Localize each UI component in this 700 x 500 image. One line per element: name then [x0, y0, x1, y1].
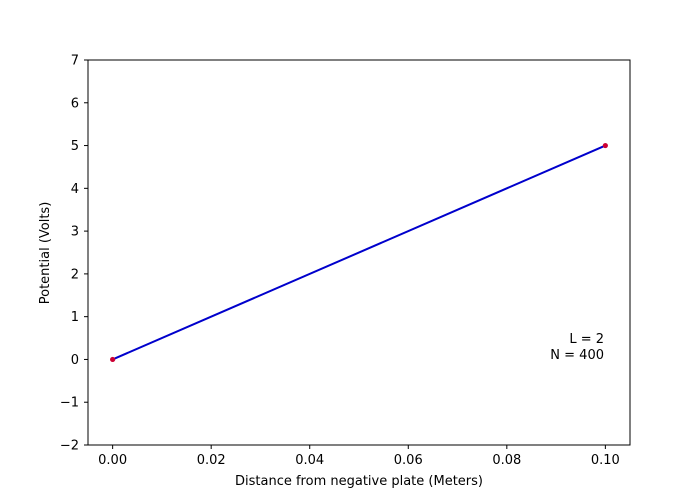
annotation-l: L = 2: [569, 332, 604, 347]
data-point: [110, 356, 116, 363]
y-tick-label: 1: [71, 310, 79, 325]
y-tick-label: 6: [71, 96, 79, 111]
data-point: [602, 142, 608, 149]
x-tick-label: 0.02: [197, 453, 226, 468]
axis-ticks: 0.00 0.02 0.04 0.06 0.08 0.10 −2 −1 0 1 2 3 4 5 6 7: [60, 54, 620, 469]
x-tick-label: 0.00: [98, 453, 127, 468]
x-tick-label: 0.04: [295, 453, 324, 468]
x-tick-label: 0.06: [394, 453, 423, 468]
x-tick-label: 0.08: [492, 453, 521, 468]
y-axis-label: Potential (Volts): [38, 202, 53, 305]
y-tick-label: 3: [71, 225, 79, 240]
y-tick-label: 2: [71, 267, 79, 282]
y-tick-label: 0: [71, 353, 79, 368]
x-tick-label: 0.10: [591, 453, 620, 468]
x-axis-label: Distance from negative plate (Meters): [235, 474, 483, 489]
plot-area: [87, 59, 631, 446]
y-tick-label: 7: [71, 54, 79, 69]
plot-frame: [87, 59, 631, 446]
y-tick-label: 4: [71, 182, 79, 197]
y-tick-label: −2: [60, 439, 79, 454]
series-line: [112, 144, 606, 361]
y-tick-label: −1: [60, 396, 79, 411]
annotation-n: N = 400: [550, 348, 604, 363]
y-tick-label: 5: [71, 139, 79, 154]
